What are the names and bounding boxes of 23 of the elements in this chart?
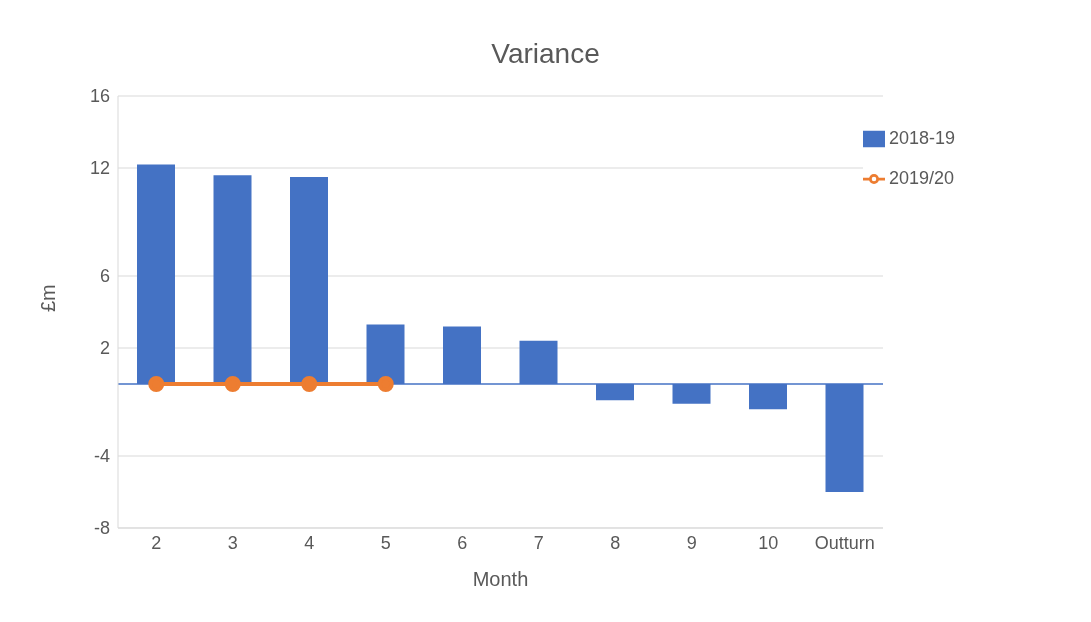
legend-label: 2019/20 [889, 168, 955, 188]
x-tick-label: 3 [227, 532, 238, 553]
x-tick-label: 2 [151, 532, 162, 553]
chart-title: Variance [490, 37, 601, 71]
x-axis-title: Month [472, 568, 529, 590]
y-tick-label: -8 [93, 518, 110, 539]
y-tick-label: 12 [89, 158, 110, 179]
y-tick-label: -4 [93, 446, 110, 467]
x-tick-label: 5 [380, 532, 391, 553]
y-tick-label: 2 [99, 338, 110, 359]
x-tick-label: 7 [533, 532, 544, 553]
x-tick-label: 8 [610, 532, 621, 553]
y-axis-title: £m [37, 284, 60, 312]
x-tick-label: 6 [457, 532, 468, 553]
y-tick-label: 16 [89, 86, 110, 107]
y-tick-label: 6 [99, 266, 110, 287]
x-tick-label: 4 [304, 532, 315, 553]
legend-label: 2018-19 [889, 128, 956, 148]
bar [290, 177, 328, 384]
x-tick-label: 10 [758, 532, 779, 553]
x-tick-label: 9 [686, 532, 697, 553]
x-tick-label: Outturn [814, 532, 875, 553]
bar [213, 175, 252, 384]
